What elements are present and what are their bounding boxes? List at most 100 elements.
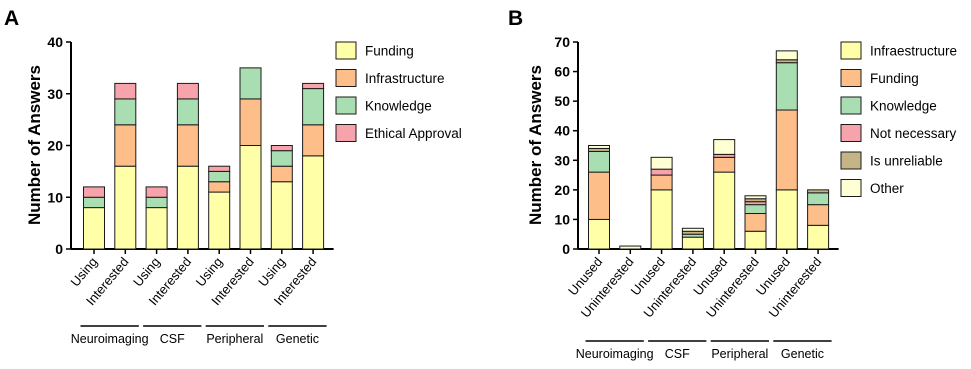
legend-label-b: Infraestructure [870,44,957,59]
bar-segment-a [83,196,105,209]
bar-segment-b [588,218,610,250]
panel-letter-b: B [508,7,523,30]
bar-segment-a [302,82,325,90]
y-tick-label-b: 0 [562,241,570,257]
legend-swatch-a [335,124,357,142]
y-tick-label-b: 30 [554,152,570,168]
bar-segment-b [807,204,830,226]
group-label-b: Genetic [781,347,824,361]
y-axis-label-b: Number of Answers [526,65,545,225]
panel-b: B Number of Answers 010203040506070Unuse… [508,7,957,361]
legend-label-a: Funding [365,44,414,59]
y-tick-label-a: 40 [47,34,63,50]
bar-segment-b [588,171,610,220]
y-tick-label-a: 20 [47,138,63,154]
bar-segment-a [270,165,293,183]
bar-segment-b [650,174,673,191]
legend-label-b: Other [870,181,904,196]
bar-segment-a [114,165,137,250]
bar-segment-b [588,150,610,173]
bar-segment-b [650,189,673,250]
bar-segment-a [302,155,325,250]
bar-segment-b [807,224,830,250]
bar-segment-a [176,98,199,126]
bar-segment-b [775,62,798,111]
bar-segment-b [807,192,830,206]
bar-segment-a [145,196,168,209]
bar-segment-a [176,165,199,250]
y-tick-label-a: 10 [47,189,63,205]
group-label-a: Peripheral [206,332,263,346]
y-tick-label-b: 60 [554,64,570,80]
y-tick-label-b: 10 [554,211,570,227]
bar-segment-a [83,186,105,198]
y-tick-label-b: 50 [554,93,570,109]
bar-segment-b [775,189,798,250]
bar-segment-a [114,98,137,126]
bar-segment-b [713,139,736,155]
bar-segment-b [744,204,767,215]
legend-swatch-b [840,179,862,197]
group-label-a: CSF [160,332,185,346]
bar-segment-a [114,82,137,100]
y-axis-label-a: Number of Answers [25,65,44,225]
bar-segment-b [650,156,673,170]
bar-segment-a [270,145,293,152]
legend-swatch-a [335,41,357,60]
legend-swatch-b [840,96,862,115]
bar-segment-b [681,227,704,232]
bar-segment-b [650,168,673,176]
legend-label-b: Knowledge [870,99,937,114]
bar-segment-b [807,189,830,194]
bar-segment-b [744,213,767,232]
y-tick-label-b: 70 [554,34,570,50]
legend-label-a: Ethical Approval [365,126,462,141]
legend-swatch-b [840,151,862,170]
panel-letter-a: A [4,7,19,30]
bar-segment-b [775,109,798,191]
bar-segment-a [208,165,231,172]
bar-segment-a [145,207,168,250]
bar-segment-b [744,195,767,200]
legend-label-b: Not necessary [870,126,957,141]
bar-segment-a [83,207,105,250]
group-label-a: Genetic [276,332,319,346]
bar-segment-b [619,245,642,250]
group-label-a: Neuroimaging [71,332,149,346]
group-label-b: CSF [665,347,690,361]
legend-swatch-a [335,69,357,87]
bar-segment-a [176,82,199,100]
bar-segment-a [145,186,168,198]
legend-swatch-b [840,69,862,87]
bar-segment-a [270,150,293,167]
legend-label-a: Infrastructure [365,71,445,86]
legend-label-b: Funding [870,71,919,86]
legend-label-a: Knowledge [365,99,432,114]
bar-segment-a [208,170,231,183]
bar-segment-a [176,124,199,167]
bar-segment-a [270,181,293,250]
bar-segment-b [775,50,798,61]
legend-swatch-b [840,41,862,60]
bar-segment-b [713,156,736,173]
bar-segment-a [302,124,325,157]
bar-segment-a [208,181,231,193]
bar-segment-a [239,98,262,147]
group-label-b: Peripheral [711,347,768,361]
bar-segment-a [239,145,262,250]
legend-label-b: Is unreliable [870,154,943,169]
bar-segment-b [588,145,610,149]
group-label-b: Neuroimaging [576,347,654,361]
legend-swatch-a [335,96,357,115]
bar-segment-b [744,230,767,250]
bar-segment-a [114,124,137,167]
y-tick-label-a: 30 [47,86,63,102]
y-tick-label-b: 20 [554,182,570,198]
bar-segment-a [302,88,325,126]
bar-segment-b [681,236,704,250]
panel-a: A Number of Answers 010203040UsingIntere… [4,7,462,346]
y-tick-label-b: 40 [554,123,570,139]
y-tick-label-a: 0 [55,241,63,257]
legend-swatch-b [840,124,862,142]
